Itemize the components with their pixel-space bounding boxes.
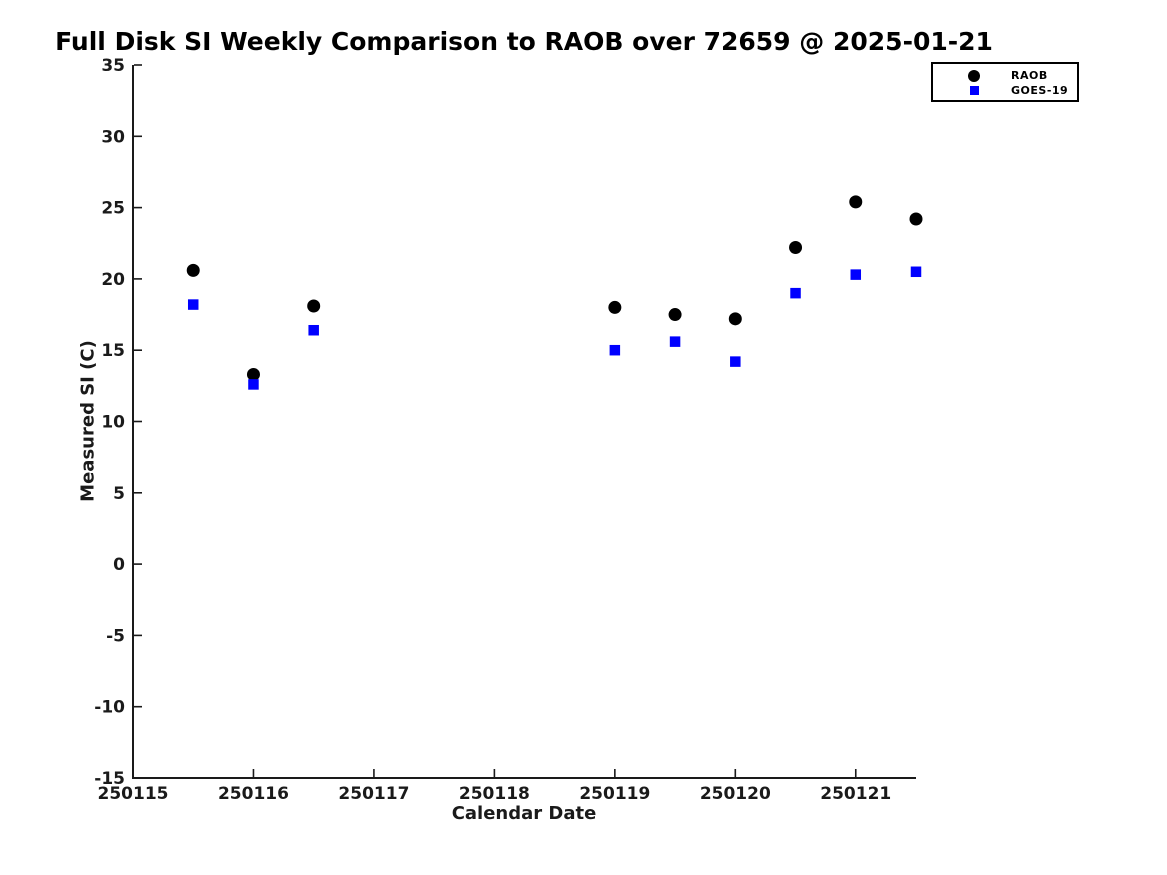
raob-point [608, 300, 622, 314]
goes19-point [910, 266, 922, 278]
y-tick-label: -5 [106, 626, 125, 646]
y-tick-label: 35 [101, 56, 125, 76]
x-tick-label: 250117 [338, 784, 409, 804]
goes19-point [669, 336, 681, 347]
axis-spines [132, 65, 916, 779]
goes19-point [730, 356, 741, 367]
x-axis-label: Calendar Date [451, 803, 597, 824]
goes19-point [308, 324, 319, 336]
goes19-point [609, 344, 621, 356]
legend-marker-box [961, 86, 987, 95]
y-tick-label: -15 [94, 769, 125, 789]
chart-title: Full Disk SI Weekly Comparison to RAOB o… [55, 27, 993, 56]
raob-point [307, 299, 321, 313]
raob-point [849, 195, 863, 209]
y-tick-label: 5 [113, 484, 125, 504]
raob-point [728, 312, 742, 326]
raob-point [668, 308, 682, 322]
square-marker-icon [969, 86, 979, 95]
y-tick-label: 30 [101, 127, 125, 147]
legend-label: RAOB [1011, 69, 1048, 82]
x-tick-label: 250120 [700, 784, 771, 804]
x-tick-label: 250119 [579, 784, 650, 804]
raob-point [186, 263, 200, 277]
y-tick-label: 20 [101, 270, 125, 290]
legend-label: GOES-19 [1011, 84, 1069, 97]
x-tick-label: 250115 [98, 784, 169, 804]
x-tick-label: 250116 [218, 784, 289, 804]
y-tick-label: 0 [113, 555, 125, 575]
raob-point [789, 241, 803, 255]
x-tick-label: 250118 [459, 784, 530, 804]
legend-item-raob: RAOB [933, 68, 1077, 83]
y-tick-label: 10 [101, 413, 125, 433]
y-tick-label: 15 [101, 341, 125, 361]
legend-marker-box [961, 69, 987, 82]
raob-point [246, 367, 260, 381]
y-tick-label: 25 [101, 199, 125, 219]
goes19-point [248, 379, 259, 390]
legend-item-goes19: GOES-19 [933, 83, 1077, 98]
goes19-point [187, 299, 199, 310]
circle-marker-icon [968, 69, 980, 82]
goes19-point [850, 269, 862, 280]
y-axis-label: Measured SI (C) [77, 340, 99, 502]
x-tick-label: 250121 [820, 784, 891, 804]
goes19-point [790, 287, 801, 299]
raob-point [909, 212, 923, 226]
legend: RAOB GOES-19 [931, 62, 1079, 102]
y-tick-label: -10 [94, 698, 125, 718]
